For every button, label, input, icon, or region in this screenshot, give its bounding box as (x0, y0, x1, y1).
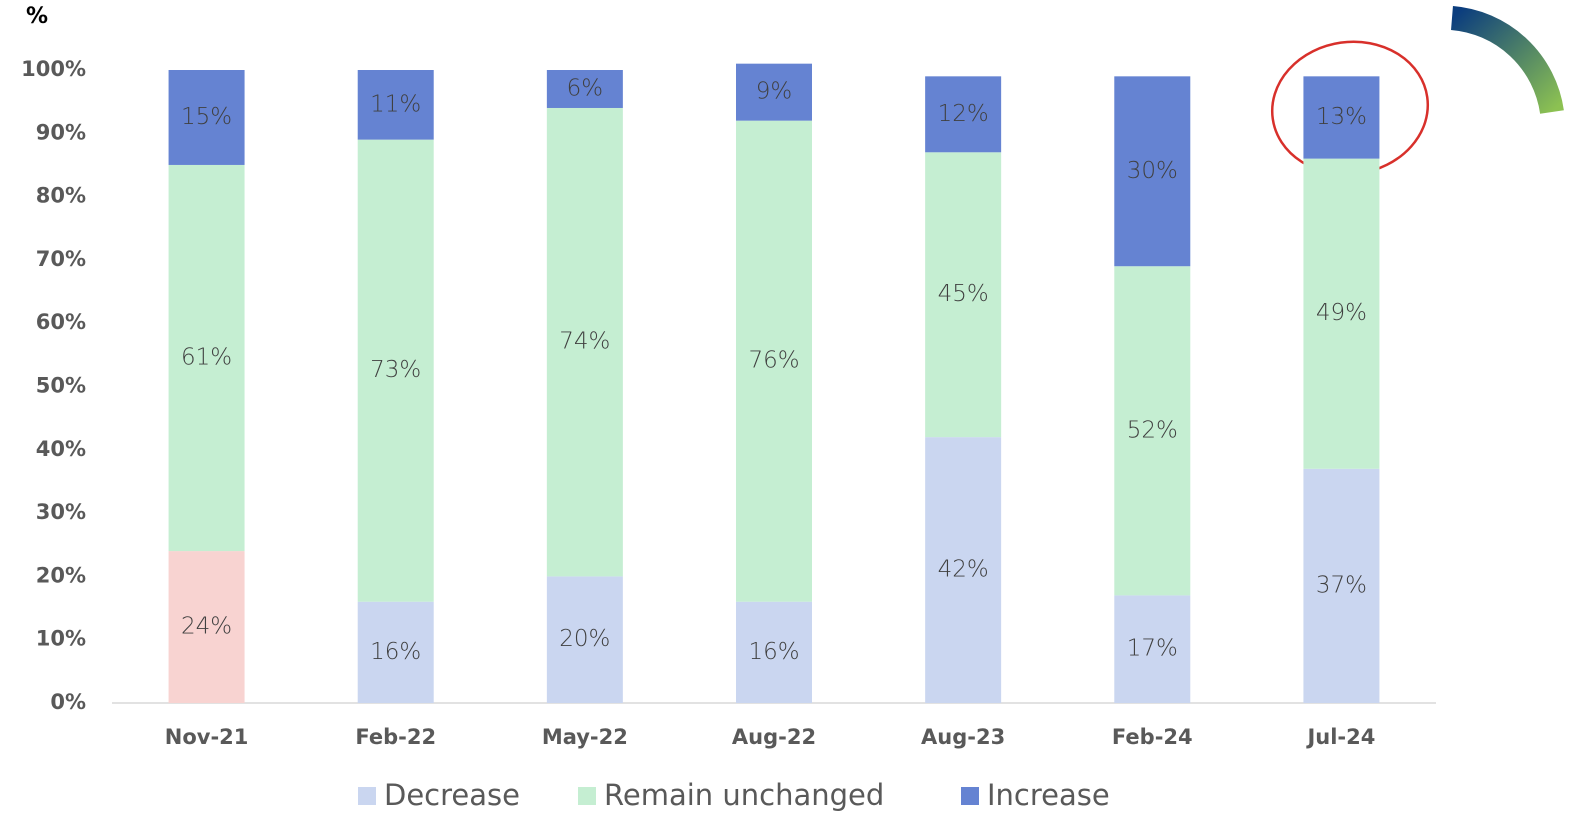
bar-segment (168, 70, 245, 165)
value-label: 6% (567, 75, 604, 101)
y-tick-label: 30% (36, 500, 86, 524)
x-tick-label: Feb-24 (1112, 725, 1193, 749)
value-label: 76% (748, 348, 799, 374)
bar-segment (168, 551, 245, 703)
value-label: 17% (1127, 636, 1178, 662)
bar-segment (357, 139, 434, 602)
value-label: 16% (370, 639, 421, 665)
x-tick-label: Jul-24 (1305, 725, 1375, 749)
bar-segment (736, 120, 812, 602)
legend-label: Decrease (384, 778, 520, 812)
y-tick-label: 60% (36, 310, 86, 334)
bar-segment (736, 63, 812, 121)
value-label: 37% (1316, 572, 1367, 598)
bar-segment (357, 601, 434, 703)
y-tick-label: 10% (36, 627, 86, 651)
y-tick-label: 70% (36, 247, 86, 271)
bar-segment (1303, 76, 1380, 159)
bar-segment (925, 437, 1002, 703)
y-tick-label: 20% (36, 563, 86, 587)
bar-segment (168, 164, 245, 552)
bar-segment (736, 601, 812, 703)
x-tick-label: Aug-23 (921, 725, 1005, 749)
bar-segment (925, 152, 1002, 438)
y-tick-label: 100% (21, 57, 86, 81)
y-axis-label: % (26, 4, 48, 29)
bar-segment (546, 70, 623, 108)
legend-label: Remain unchanged (604, 778, 884, 812)
y-tick-label: 50% (36, 374, 86, 398)
legend-swatch (578, 787, 596, 805)
x-tick-label: Aug-22 (732, 725, 816, 749)
x-tick-label: May-22 (542, 725, 628, 749)
bar-segment (357, 70, 434, 140)
value-label: 30% (1127, 158, 1178, 184)
legend-label: Increase (987, 778, 1110, 812)
value-label: 12% (938, 101, 989, 127)
x-tick-label: Feb-22 (355, 725, 436, 749)
bar-segment (1114, 76, 1191, 267)
x-tick-label: Nov-21 (165, 725, 249, 749)
value-label: 45% (938, 281, 989, 307)
value-label: 9% (756, 79, 793, 105)
value-label: 42% (938, 557, 989, 583)
legend-swatch (961, 787, 979, 805)
y-tick-label: 40% (36, 437, 86, 461)
value-label: 20% (559, 626, 610, 652)
value-label: 13% (1316, 104, 1367, 130)
bar-segment (925, 76, 1002, 153)
value-label: 11% (370, 91, 421, 117)
legend-swatch (358, 787, 376, 805)
bar-segment (1114, 595, 1191, 703)
y-tick-label: 80% (36, 184, 86, 208)
y-tick-label: 90% (36, 120, 86, 144)
value-label: 73% (370, 357, 421, 383)
value-label: 16% (748, 639, 799, 665)
bar-segment (546, 576, 623, 703)
bar-segment (1303, 158, 1380, 469)
value-label: 61% (181, 345, 232, 371)
value-label: 52% (1127, 417, 1178, 443)
decor-arc (1450, 6, 1564, 115)
value-label: 15% (181, 104, 232, 130)
value-label: 74% (559, 329, 610, 355)
value-label: 49% (1316, 300, 1367, 326)
bar-segment (1114, 266, 1191, 596)
bar-segment (546, 107, 623, 577)
value-label: 24% (181, 614, 232, 640)
bar-segment (1303, 468, 1380, 703)
y-tick-label: 0% (50, 690, 86, 714)
